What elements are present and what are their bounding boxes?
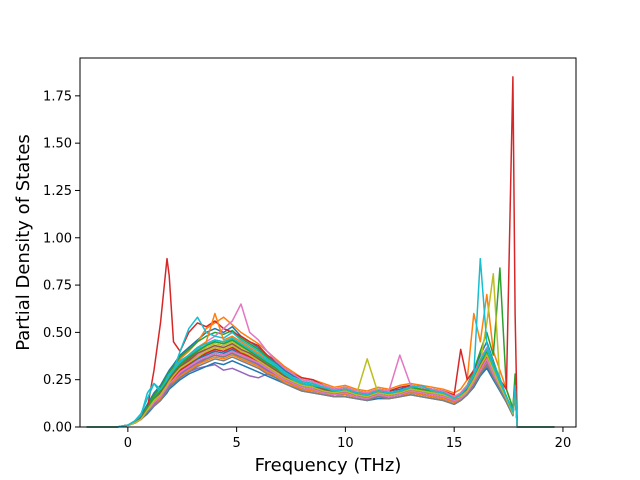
series-group (86, 76, 555, 428)
series-line-30 (86, 337, 555, 428)
y-tick-label: 0.75 (43, 279, 72, 294)
x-tick-label: 15 (446, 436, 463, 451)
y-tick-label: 1.25 (43, 184, 72, 199)
series-line-27 (86, 350, 555, 428)
x-axis-ticks: 0 5 10 15 20 (124, 427, 572, 451)
series-line-22 (86, 354, 555, 428)
y-tick-label: 0.50 (43, 326, 72, 341)
x-tick-label: 20 (555, 436, 572, 451)
y-axis-ticks: 0.00 0.25 0.50 0.75 1.00 1.25 1.50 1.75 (43, 89, 80, 436)
series-line-29 (86, 344, 555, 428)
x-axis-title: Frequency (THz) (255, 455, 402, 476)
x-tick-label: 0 (124, 436, 132, 451)
x-tick-label: 10 (337, 436, 354, 451)
y-tick-label: 0.00 (43, 421, 72, 436)
plot-frame (79, 57, 577, 428)
y-tick-label: 0.25 (43, 373, 72, 388)
y-axis-title: Partial Density of States (13, 134, 34, 351)
y-tick-label: 1.75 (43, 89, 72, 104)
x-tick-label: 5 (232, 436, 240, 451)
y-tick-label: 1.50 (43, 137, 72, 152)
y-tick-label: 1.00 (43, 231, 72, 246)
series-line-28 (86, 356, 555, 428)
series-line-4 (86, 76, 555, 428)
